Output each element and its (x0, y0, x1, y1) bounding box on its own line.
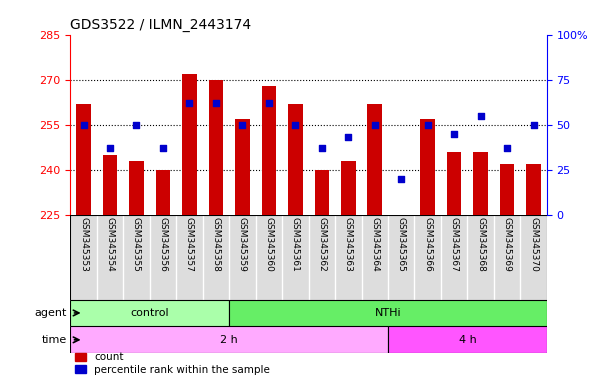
Text: GSM345357: GSM345357 (185, 217, 194, 271)
Bar (129, 161, 144, 215)
Point (185, 100, 194, 106)
Point (238, 122, 247, 128)
Point (529, 122, 538, 128)
Text: GSM345368: GSM345368 (476, 217, 485, 271)
Text: GSM345355: GSM345355 (132, 217, 141, 271)
Point (211, 100, 221, 106)
Point (158, 145, 168, 151)
Text: GSM345362: GSM345362 (317, 217, 326, 271)
Bar (208, 80, 223, 215)
Point (317, 145, 327, 151)
Bar (315, 170, 329, 215)
Text: GSM345353: GSM345353 (79, 217, 88, 271)
Text: GSM345365: GSM345365 (397, 217, 406, 271)
Point (476, 113, 486, 119)
Text: 2 h: 2 h (220, 335, 238, 345)
Bar (367, 104, 382, 215)
Text: GSM345363: GSM345363 (344, 217, 353, 271)
Text: GDS3522 / ILMN_2443174: GDS3522 / ILMN_2443174 (70, 18, 251, 32)
Point (264, 100, 274, 106)
Point (131, 122, 141, 128)
Text: GSM345369: GSM345369 (503, 217, 511, 271)
Point (343, 134, 353, 141)
Bar (420, 119, 435, 215)
Point (370, 122, 379, 128)
Point (423, 122, 433, 128)
Text: time: time (42, 335, 67, 345)
Point (397, 176, 406, 182)
Bar (235, 119, 250, 215)
Bar (70, 326, 388, 353)
Text: GSM345370: GSM345370 (529, 217, 538, 271)
Bar (341, 161, 356, 215)
Legend: count, percentile rank within the sample: count, percentile rank within the sample (76, 353, 270, 375)
Text: GSM345356: GSM345356 (158, 217, 167, 271)
Text: GSM345367: GSM345367 (450, 217, 459, 271)
Point (502, 145, 512, 151)
Bar (474, 152, 488, 215)
Bar (70, 300, 229, 326)
Text: control: control (130, 308, 169, 318)
Point (105, 145, 115, 151)
Text: agent: agent (35, 308, 67, 318)
Point (449, 131, 459, 137)
Bar (182, 74, 197, 215)
Bar (103, 155, 117, 215)
Bar (156, 170, 170, 215)
Text: 4 h: 4 h (458, 335, 477, 345)
Bar (76, 104, 91, 215)
Text: GSM345360: GSM345360 (265, 217, 273, 271)
Bar (262, 86, 276, 215)
Bar (288, 104, 302, 215)
Text: GSM345359: GSM345359 (238, 217, 247, 271)
Text: NTHi: NTHi (375, 308, 401, 318)
Text: GSM345366: GSM345366 (423, 217, 432, 271)
Text: GSM345358: GSM345358 (211, 217, 221, 271)
Bar (447, 152, 461, 215)
Bar (388, 326, 547, 353)
Text: GSM345361: GSM345361 (291, 217, 300, 271)
Point (79, 122, 89, 128)
Bar (526, 164, 541, 215)
Text: GSM345354: GSM345354 (106, 217, 114, 271)
Text: GSM345364: GSM345364 (370, 217, 379, 271)
Bar (229, 300, 547, 326)
Point (290, 122, 300, 128)
Bar (500, 164, 514, 215)
